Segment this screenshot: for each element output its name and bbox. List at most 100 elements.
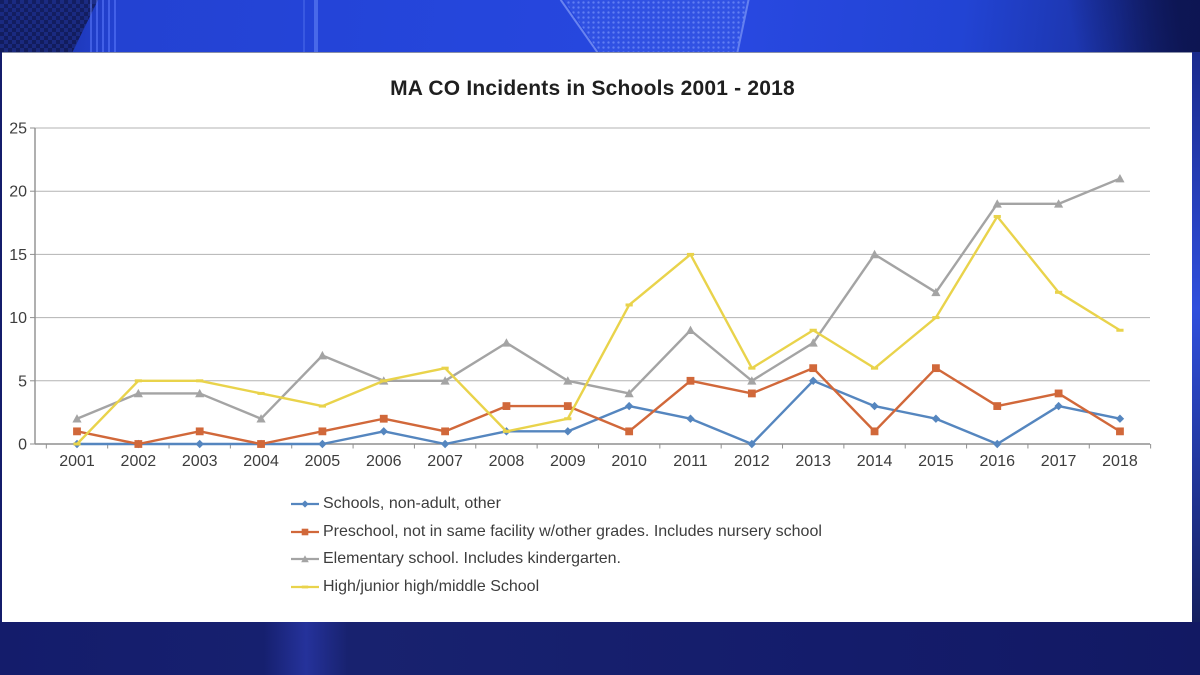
data-point-marker xyxy=(993,402,1002,410)
top-blue-band xyxy=(0,0,1200,58)
data-point-marker xyxy=(870,427,879,436)
data-point-marker xyxy=(564,417,572,421)
data-point-marker xyxy=(625,427,634,436)
data-point-marker xyxy=(72,414,82,423)
y-axis-label: 0 xyxy=(18,437,27,454)
data-point-marker xyxy=(809,364,818,373)
data-point-marker xyxy=(748,366,756,370)
data-point-marker xyxy=(563,427,572,436)
data-point-marker xyxy=(257,391,265,395)
x-axis-label: 2012 xyxy=(734,453,770,470)
data-point-marker xyxy=(1116,328,1124,332)
data-point-marker xyxy=(1116,427,1124,436)
data-point-marker xyxy=(440,376,450,385)
data-point-marker xyxy=(992,199,1002,208)
x-axis-label: 2011 xyxy=(673,453,708,470)
x-axis-label: 2014 xyxy=(857,453,893,470)
data-point-marker xyxy=(809,376,818,385)
x-axis-label: 2013 xyxy=(795,453,831,470)
legend-label: Elementary school. Includes kindergarten… xyxy=(323,550,621,568)
data-point-marker xyxy=(1055,290,1063,294)
legend-marker xyxy=(301,500,309,508)
data-point-marker xyxy=(502,402,511,410)
x-axis-label: 2010 xyxy=(611,453,647,470)
legend-marker-icon xyxy=(291,585,319,589)
series-1 xyxy=(73,364,1124,448)
data-point-marker xyxy=(73,427,81,436)
data-point-marker xyxy=(747,376,757,385)
data-point-marker xyxy=(441,427,449,436)
x-axis-label: 2001 xyxy=(59,453,95,470)
data-point-marker xyxy=(196,379,204,383)
x-axis-label: 2004 xyxy=(243,453,279,470)
x-axis-label: 2005 xyxy=(305,453,341,470)
data-point-marker xyxy=(993,214,1001,218)
stripe-decoration xyxy=(314,0,318,52)
data-point-marker xyxy=(686,252,695,256)
data-point-marker xyxy=(870,366,879,370)
x-axis-label: 2008 xyxy=(489,453,525,470)
data-point-marker xyxy=(932,364,940,373)
y-axis-label: 15 xyxy=(9,247,27,264)
data-point-marker xyxy=(195,427,204,436)
data-point-marker xyxy=(318,404,326,408)
series-line xyxy=(75,215,1122,446)
data-point-marker xyxy=(685,325,696,335)
legend-item: Elementary school. Includes kindergarten… xyxy=(291,546,822,574)
corner-pattern-decoration xyxy=(0,0,98,52)
x-axis-label: 2015 xyxy=(918,453,954,470)
series-3 xyxy=(73,214,1124,446)
gridlines xyxy=(30,127,1150,445)
data-point-marker xyxy=(931,287,941,297)
x-axis-label: 2003 xyxy=(182,453,218,470)
data-point-marker xyxy=(1115,173,1125,183)
legend-item: Preschool, not in same facility w/other … xyxy=(291,518,822,546)
legend-item: High/junior high/middle School xyxy=(291,573,822,601)
data-point-marker xyxy=(563,402,572,410)
legend-label: Preschool, not in same facility w/other … xyxy=(323,522,822,540)
data-point-marker xyxy=(133,388,143,398)
data-point-marker xyxy=(256,414,266,423)
data-point-marker xyxy=(318,439,327,449)
x-axis-label: 2009 xyxy=(550,453,586,470)
x-axis-label: 2006 xyxy=(366,453,402,470)
dotted-mesh-decoration xyxy=(563,0,749,52)
legend-item: Schools, non-adult, other xyxy=(291,490,822,518)
legend-marker xyxy=(301,555,309,563)
legend-marker xyxy=(301,528,309,535)
legend-marker-icon xyxy=(291,528,319,535)
data-point-marker xyxy=(932,316,940,320)
x-axis-label: 2017 xyxy=(1041,453,1077,470)
data-point-marker xyxy=(195,439,204,449)
data-point-marker xyxy=(686,414,695,423)
data-point-marker xyxy=(869,249,880,259)
data-point-marker xyxy=(441,366,449,370)
series-2 xyxy=(72,173,1125,423)
bottom-blue-band xyxy=(0,622,1200,675)
data-point-marker xyxy=(73,442,81,446)
legend-marker-icon xyxy=(291,555,319,563)
data-point-marker xyxy=(318,427,327,436)
y-axis-label: 25 xyxy=(9,121,27,138)
y-axis-label: 20 xyxy=(9,184,27,201)
right-blue-strip xyxy=(1192,52,1200,622)
legend-label: Schools, non-adult, other xyxy=(323,494,501,512)
series-line xyxy=(75,177,1122,420)
data-point-marker xyxy=(624,388,634,398)
data-point-marker xyxy=(686,376,695,385)
x-axis-label: 2016 xyxy=(979,453,1015,470)
series-line xyxy=(75,366,1122,446)
x-axis-label: 2007 xyxy=(427,453,463,470)
stripe-decoration xyxy=(90,0,118,52)
stripe-decoration xyxy=(303,0,305,52)
data-point-marker xyxy=(317,350,327,360)
data-point-marker xyxy=(563,376,573,385)
data-point-marker xyxy=(809,328,817,332)
legend-marker xyxy=(301,585,309,589)
x-axis-label: 2002 xyxy=(121,453,157,470)
data-point-marker xyxy=(808,338,818,347)
x-axis-labels: 2001 2002 2003 2004 2005 2006 2007 2008 2009 2010… xyxy=(59,453,1138,470)
x-axis-label: 2018 xyxy=(1102,453,1138,470)
